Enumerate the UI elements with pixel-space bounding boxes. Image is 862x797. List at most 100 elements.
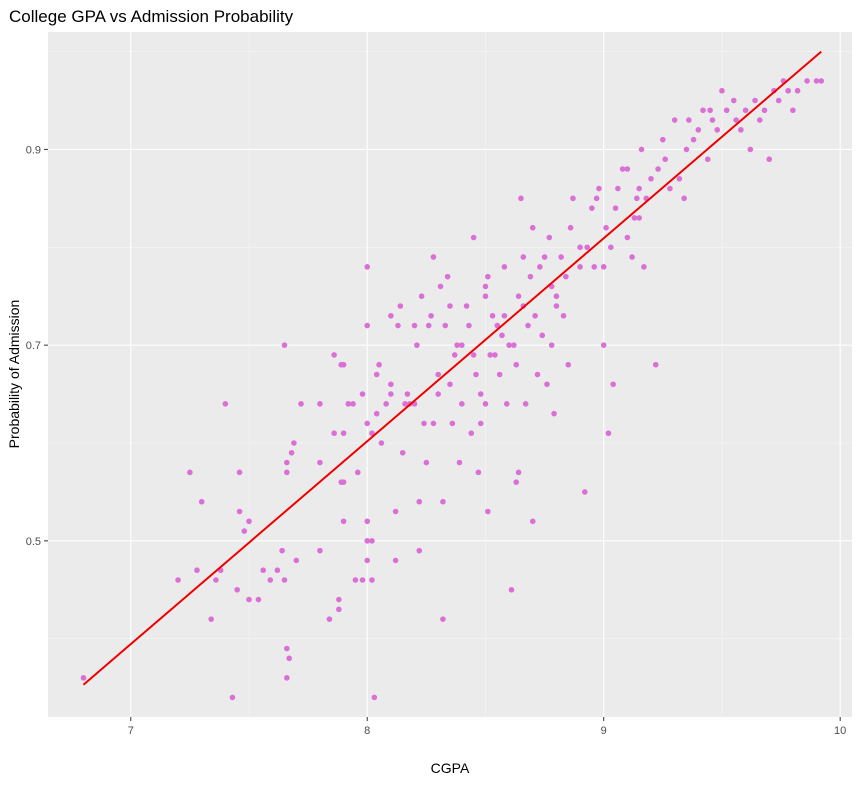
data-point: [489, 312, 496, 319]
data-point: [440, 616, 446, 622]
data-point: [187, 469, 193, 476]
data-point: [414, 342, 420, 348]
data-point: [612, 205, 619, 211]
data-point: [686, 117, 692, 123]
data-point: [695, 127, 702, 133]
data-point: [359, 577, 366, 583]
plot-panel: [48, 32, 852, 717]
data-point: [629, 254, 635, 260]
data-point: [766, 156, 773, 163]
data-point: [652, 361, 659, 368]
data-point: [466, 322, 472, 329]
data-point: [593, 195, 600, 202]
data-point: [246, 596, 252, 603]
data-point: [794, 87, 801, 94]
data-point: [553, 303, 560, 309]
data-point: [454, 342, 460, 348]
data-point: [459, 342, 465, 348]
y-axis-ticks: 0.5 0.7 0.9: [26, 144, 48, 548]
data-point: [291, 440, 297, 446]
data-point: [641, 264, 647, 270]
data-point: [603, 224, 609, 231]
data-point: [714, 127, 721, 133]
data-point: [496, 371, 503, 378]
data-point: [449, 420, 456, 427]
data-point: [246, 518, 252, 525]
data-point: [388, 391, 394, 397]
data-point: [605, 430, 612, 437]
data-point: [392, 508, 399, 515]
data-point: [364, 538, 371, 544]
data-point: [775, 97, 782, 104]
data-point: [364, 322, 371, 329]
data-point: [456, 459, 463, 466]
data-point: [537, 264, 543, 270]
chart-title: College GPA vs Admission Probability: [9, 7, 294, 26]
data-point: [350, 401, 356, 407]
data-point: [364, 518, 371, 525]
data-point: [364, 420, 371, 427]
data-point: [709, 117, 716, 123]
data-point: [369, 538, 375, 544]
data-point: [584, 244, 590, 251]
data-point: [373, 371, 380, 378]
data-point: [340, 518, 347, 525]
data-point: [813, 78, 820, 84]
data-point: [636, 185, 642, 192]
data-point: [700, 107, 706, 114]
data-point: [671, 117, 678, 123]
data-point: [317, 401, 323, 407]
data-point: [600, 342, 607, 348]
data-point: [418, 293, 425, 300]
data-point: [733, 117, 739, 123]
data-point: [541, 254, 548, 260]
x-tick-label: 8: [364, 725, 370, 737]
data-point: [511, 342, 517, 348]
data-point: [546, 234, 553, 241]
data-point: [499, 332, 505, 339]
data-point: [676, 175, 683, 182]
data-point: [260, 567, 266, 574]
data-point: [175, 577, 181, 583]
gridlines: [48, 32, 852, 717]
data-point: [690, 136, 697, 143]
data-point: [369, 577, 375, 583]
y-axis-title: Probability of Admission: [6, 300, 22, 449]
data-point: [435, 391, 441, 397]
data-point: [373, 410, 380, 417]
data-point: [284, 469, 290, 476]
data-point: [354, 469, 361, 476]
data-point: [345, 401, 352, 407]
data-point: [624, 234, 631, 241]
data-point: [565, 361, 572, 368]
data-point: [577, 264, 583, 270]
data-point: [208, 616, 214, 622]
data-point: [548, 342, 555, 348]
data-point: [525, 322, 531, 329]
data-point: [194, 567, 200, 574]
x-axis-ticks: 7 8 9 10: [128, 717, 846, 737]
data-point: [660, 136, 666, 143]
data-point: [596, 185, 602, 192]
data-point: [508, 586, 515, 593]
data-point: [719, 87, 725, 94]
data-point: [610, 381, 616, 388]
data-point: [470, 352, 477, 358]
data-point: [501, 264, 508, 270]
data-point: [534, 371, 541, 378]
data-point: [255, 596, 262, 603]
data-point: [567, 224, 574, 231]
data-point: [482, 283, 489, 290]
data-point: [317, 459, 323, 466]
data-point: [558, 254, 564, 260]
data-point: [742, 107, 749, 114]
data-point: [482, 293, 489, 300]
data-point: [359, 391, 366, 397]
data-point: [501, 312, 508, 319]
data-point: [463, 303, 470, 309]
data-point: [475, 469, 482, 476]
data-point: [804, 78, 810, 84]
data-point: [667, 185, 673, 192]
data-point: [340, 430, 347, 437]
